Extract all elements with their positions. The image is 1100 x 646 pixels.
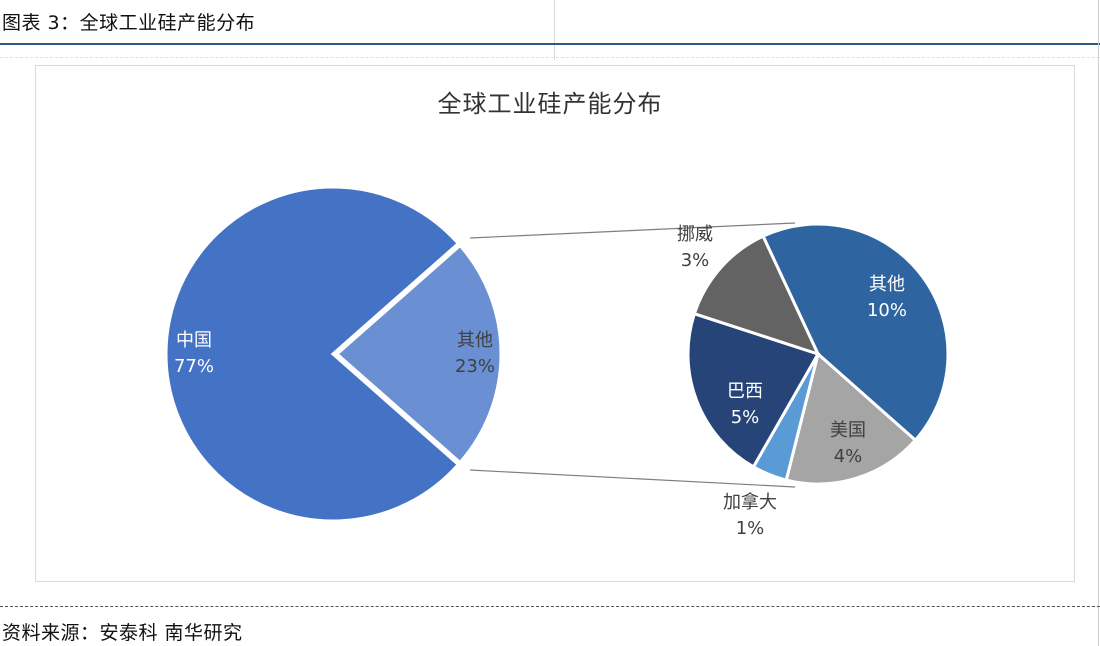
label-others-main-name: 其他	[457, 330, 493, 351]
label-usa-pct: 4%	[833, 446, 863, 467]
label-usa-name: 美国	[830, 420, 866, 441]
header-divider	[554, 0, 555, 60]
figure-caption: 图表 3：全球工业硅产能分布	[2, 12, 256, 34]
label-canada-name: 加拿大	[723, 492, 777, 513]
pie-slice-others	[334, 243, 503, 465]
label-brazil-name: 巴西	[727, 381, 763, 402]
source-note: 资料来源：安泰科 南华研究	[2, 622, 243, 644]
label-china-pct: 77%	[173, 356, 214, 377]
label-norway-name: 挪威	[677, 224, 713, 245]
label-norway: 挪威 3%	[663, 222, 727, 274]
label-brazil-pct: 5%	[730, 407, 760, 428]
sub-slice-norway	[692, 234, 821, 357]
sub-slice-brazil	[686, 311, 821, 469]
label-china: 中国 77%	[164, 328, 224, 380]
label-others-sub: 其他 10%	[855, 272, 919, 324]
label-norway-pct: 3%	[680, 250, 710, 271]
label-others-sub-pct: 10%	[866, 300, 907, 321]
label-others-main: 其他 23%	[443, 328, 507, 380]
caption-rule	[0, 43, 1100, 45]
pie-slice-china	[164, 185, 461, 523]
connector-line-bottom	[469, 469, 796, 488]
connector-line-top	[469, 222, 796, 239]
label-brazil: 巴西 5%	[713, 379, 777, 431]
label-others-main-pct: 23%	[454, 356, 495, 377]
bottom-dashed-divider	[0, 606, 1100, 607]
label-usa: 美国 4%	[816, 418, 880, 470]
label-canada-pct: 1%	[735, 518, 765, 539]
label-canada: 加拿大 1%	[712, 490, 788, 542]
sub-slice-usa	[784, 351, 918, 486]
label-others-sub-name: 其他	[869, 274, 905, 295]
label-china-name: 中国	[176, 330, 212, 351]
sub-slice-others	[761, 222, 950, 443]
chart-title: 全球工业硅产能分布	[437, 90, 663, 118]
top-dashed-divider	[0, 57, 1100, 58]
right-border	[1098, 0, 1099, 646]
